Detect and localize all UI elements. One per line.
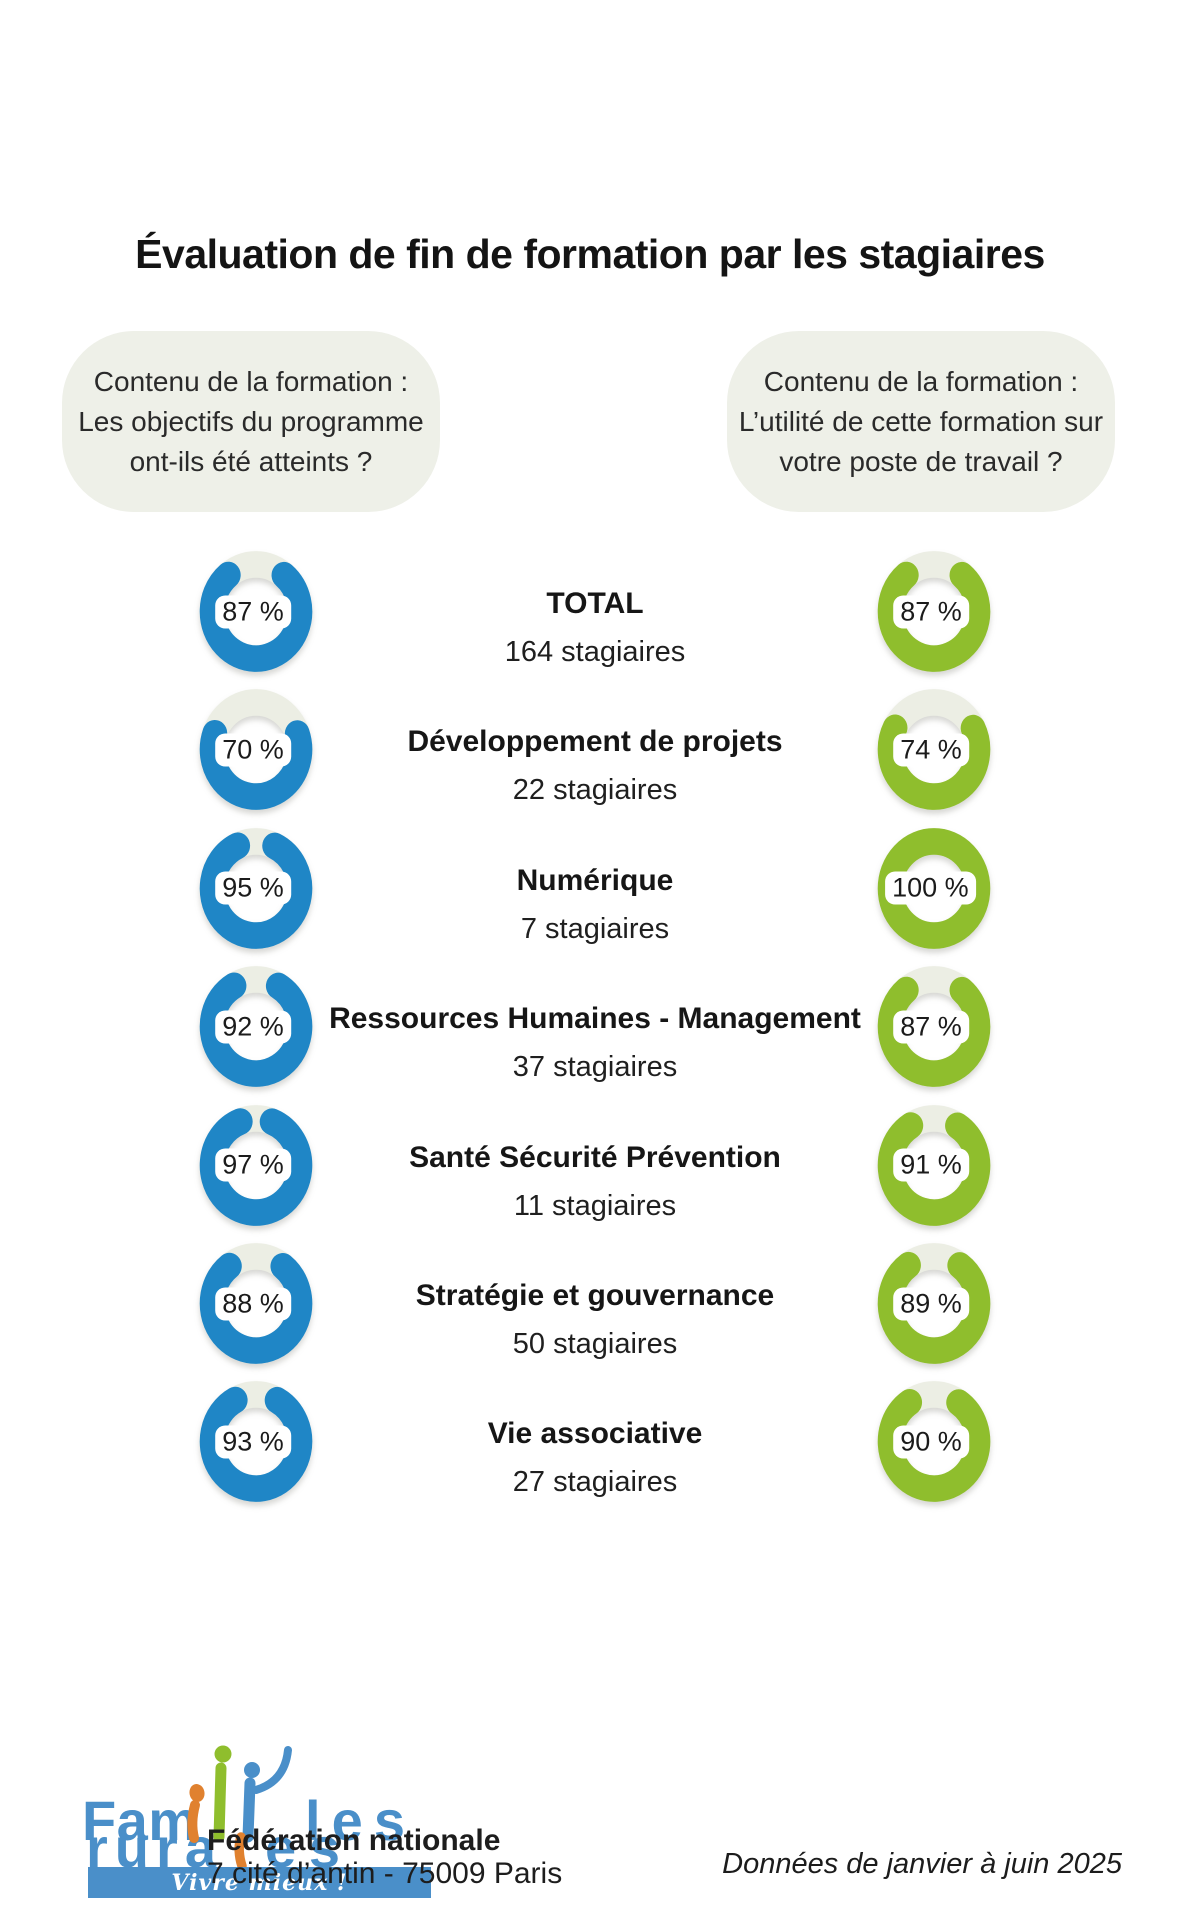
- category-block: Développement de projets 22 stagiaires: [300, 681, 890, 819]
- category-block: Santé Sécurité Prévention 11 stagiaires: [300, 1097, 890, 1235]
- question-bubble-objectives: Contenu de la formation : Les objectifs …: [62, 331, 440, 512]
- donut-usefulness: 74 %: [872, 683, 996, 816]
- trainee-count: 11 stagiaires: [513, 1189, 677, 1222]
- percent-label-objectives: 92 %: [215, 1010, 291, 1044]
- donut-usefulness: 87 %: [872, 960, 996, 1093]
- data-period-note: Données de janvier à juin 2025: [722, 1848, 1122, 1880]
- page-title: Évaluation de fin de formation par les s…: [135, 231, 1045, 278]
- question-text-usefulness: Contenu de la formation : L’utilité de c…: [738, 365, 1104, 477]
- trainee-count: 164 stagiaires: [504, 636, 686, 668]
- category-label: Ressources Humaines - Management: [329, 1002, 861, 1036]
- category-block: Vie associative 27 stagiaires: [300, 1373, 890, 1511]
- donut-ring-svg: [877, 551, 991, 672]
- donut-objectives: 87 %: [194, 545, 318, 678]
- percent-label-usefulness: 89 %: [893, 1287, 969, 1320]
- percent-label-objectives: 87 %: [215, 595, 291, 628]
- result-row: 95 % Numérique 7 stagiaires 100 %: [0, 820, 1180, 958]
- donut-usefulness: 91 %: [872, 1099, 996, 1232]
- donut-ring-svg: [199, 689, 313, 811]
- donut-usefulness: 90 %: [872, 1375, 996, 1508]
- donut-objectives: 88 %: [194, 1237, 318, 1370]
- organization-name: Fédération nationale: [207, 1824, 501, 1857]
- trainee-count: 50 stagiaires: [512, 1328, 678, 1360]
- percent-label-usefulness: 87 %: [893, 595, 969, 628]
- category-label: Santé Sécurité Prévention: [409, 1140, 781, 1174]
- result-row: 70 % Développement de projets 22 stagiai…: [0, 681, 1180, 819]
- familles-rurales-logo: Fam les rura es: [82, 1745, 405, 1870]
- donut-ring-svg: [199, 1381, 313, 1503]
- donut-objectives: 70 %: [194, 683, 318, 816]
- category-block: TOTAL 164 stagiaires: [300, 543, 890, 681]
- trainee-count: 37 stagiaires: [512, 1051, 678, 1084]
- question-bubble-usefulness: Contenu de la formation : L’utilité de c…: [727, 331, 1115, 512]
- donut-ring-svg: [877, 1243, 991, 1364]
- category-label: Numérique: [516, 863, 674, 897]
- question-text-objectives: Contenu de la formation : Les objectifs …: [78, 365, 424, 477]
- result-row: 87 % TOTAL 164 stagiaires 87 %: [0, 543, 1180, 681]
- donut-objectives: 97 %: [194, 1099, 318, 1232]
- category-label: Vie associative: [487, 1417, 703, 1451]
- trainee-count: 27 stagiaires: [512, 1466, 678, 1499]
- percent-label-usefulness: 100 %: [885, 871, 976, 905]
- organization-address: 7 cité d’antin - 75009 Paris: [207, 1857, 563, 1890]
- donut-ring-svg: [877, 689, 991, 811]
- category-block: Ressources Humaines - Management 37 stag…: [300, 958, 890, 1096]
- category-block: Numérique 7 stagiaires: [300, 820, 890, 958]
- donut-objectives: 92 %: [194, 960, 318, 1093]
- logo-word-fam: Fam: [82, 1789, 198, 1852]
- donut-ring-svg: [877, 1381, 991, 1503]
- donut-usefulness: 100 %: [872, 822, 996, 955]
- donut-usefulness: 89 %: [872, 1237, 996, 1370]
- trainee-count: 7 stagiaires: [520, 912, 670, 945]
- percent-label-usefulness: 91 %: [893, 1148, 969, 1182]
- logo-figures-icon: [187, 1745, 292, 1870]
- donut-ring-svg: [199, 1243, 313, 1364]
- result-row: 88 % Stratégie et gouvernance 50 stagiai…: [0, 1235, 1180, 1373]
- percent-label-usefulness: 74 %: [893, 733, 969, 767]
- donut-ring-svg: [877, 1104, 991, 1226]
- category-label: Stratégie et gouvernance: [415, 1279, 775, 1312]
- result-row: 92 % Ressources Humaines - Management 37…: [0, 958, 1180, 1096]
- category-block: Stratégie et gouvernance 50 stagiaires: [300, 1235, 890, 1373]
- donut-ring-svg: [199, 966, 313, 1088]
- donut-ring-svg: [877, 966, 991, 1088]
- category-label: Développement de projets: [407, 725, 783, 759]
- donut-ring-svg: [199, 827, 313, 949]
- result-row: 93 % Vie associative 27 stagiaires 90 %: [0, 1373, 1180, 1511]
- trainee-count: 22 stagiaires: [512, 774, 678, 807]
- percent-label-usefulness: 87 %: [893, 1010, 969, 1044]
- percent-label-objectives: 97 %: [215, 1148, 291, 1182]
- donut-ring-svg: [199, 551, 313, 672]
- result-row: 97 % Santé Sécurité Prévention 11 stagia…: [0, 1097, 1180, 1235]
- donut-ring-svg: [199, 1104, 313, 1226]
- logo-tagline-banner: Vivre mieux !: [88, 1867, 431, 1898]
- logo-tagline: Vivre mieux !: [171, 1869, 348, 1896]
- percent-label-objectives: 93 %: [215, 1425, 291, 1459]
- percent-label-usefulness: 90 %: [893, 1425, 969, 1459]
- donut-objectives: 95 %: [194, 822, 318, 955]
- donut-objectives: 93 %: [194, 1375, 318, 1508]
- percent-label-objectives: 95 %: [215, 871, 291, 905]
- category-label: TOTAL: [546, 587, 644, 620]
- percent-label-objectives: 88 %: [215, 1287, 291, 1320]
- donut-usefulness: 87 %: [872, 545, 996, 678]
- percent-label-objectives: 70 %: [215, 733, 291, 767]
